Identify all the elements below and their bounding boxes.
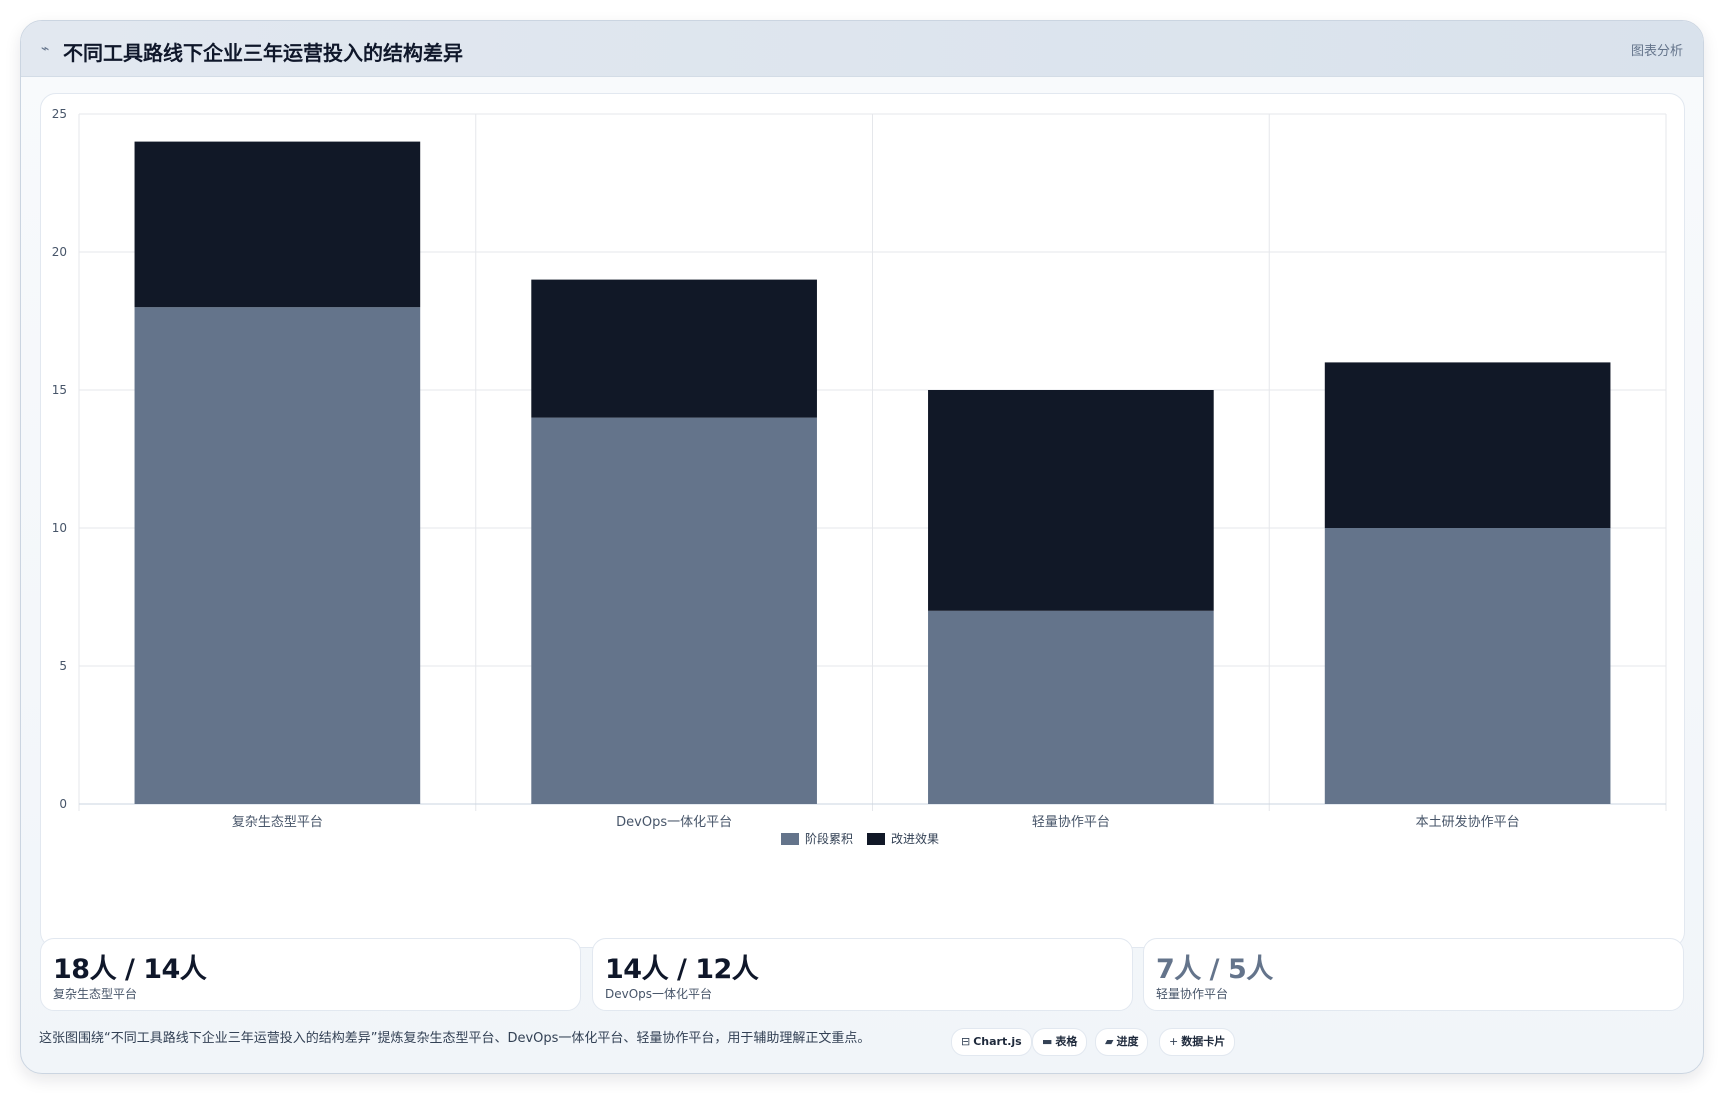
panel-title: 不同工具路线下企业三年运营投入的结构差异: [63, 41, 463, 65]
chartjs-pill[interactable]: ⊟ Chart.js: [951, 1028, 1032, 1056]
chart-caption: 这张图围绕“不同工具路线下企业三年运营投入的结构差异”提炼复杂生态型平台、Dev…: [39, 1031, 871, 1046]
progress-icon: ▰: [1105, 1035, 1114, 1048]
y-tick-label: 15: [52, 383, 67, 397]
pill-label: 进度: [1116, 1035, 1139, 1048]
chart-analysis-tag: 图表分析: [1630, 44, 1683, 59]
bar-segment: [134, 307, 421, 804]
legend-label: 改进效果: [891, 831, 939, 846]
chart-card: 0 5 10 15 20 25 复杂生态型平台 DevOps一体化平台 轻量协作平台 本土研发协作…: [40, 93, 1685, 948]
progress-pill[interactable]: ▰ 进度: [1095, 1028, 1149, 1056]
panel-header: ⌁ 不同工具路线下企业三年运营投入的结构差异 图表分析: [21, 21, 1703, 77]
stat-value: 7人 / 5人: [1156, 954, 1273, 985]
x-tick-label: 本土研发协作平台: [1416, 814, 1520, 830]
bar-segment: [1324, 528, 1611, 804]
bar-segment: [1324, 362, 1611, 528]
stacked-bar-chart: 0 5 10 15 20 25 复杂生态型平台 DevOps一体化平台 轻量协作平台 本土研发协作…: [52, 107, 1667, 846]
table-icon: ▬: [1042, 1035, 1053, 1048]
y-tick-label: 25: [52, 107, 67, 121]
bar-segment: [134, 141, 421, 308]
bar-segment: [928, 610, 1214, 804]
stat-card-2: 14人 / 12人 DevOps一体化平台: [592, 938, 1133, 1011]
x-tick-label: DevOps一体化平台: [616, 815, 732, 830]
legend-swatch: [781, 833, 799, 845]
y-tick-label: 20: [52, 245, 67, 259]
pill-label: 表格: [1055, 1035, 1078, 1048]
x-tick-label: 复杂生态型平台: [232, 815, 323, 830]
stat-value: 18人 / 14人: [53, 954, 207, 985]
data-card-pill[interactable]: + 数据卡片: [1159, 1028, 1236, 1056]
pill-label: Chart.js: [973, 1035, 1022, 1048]
bar-segment: [928, 390, 1214, 611]
stat-value: 14人 / 12人: [605, 954, 759, 985]
chart-icon: ⊟: [961, 1035, 971, 1048]
card-icon: +: [1169, 1035, 1179, 1048]
trend-icon: ⌁: [41, 41, 50, 57]
stat-label: 轻量协作平台: [1156, 987, 1229, 1001]
y-tick-label: 10: [52, 521, 67, 535]
bar-segment: [531, 279, 817, 418]
y-tick-label: 0: [59, 797, 67, 811]
stat-label: DevOps一体化平台: [605, 987, 713, 1001]
stat-label: 复杂生态型平台: [53, 987, 138, 1001]
legend-label: 阶段累积: [805, 831, 853, 846]
stat-card-3: 7人 / 5人 轻量协作平台: [1143, 938, 1684, 1011]
legend-swatch: [867, 833, 885, 845]
bar-segment: [531, 417, 817, 804]
table-pill[interactable]: ▬ 表格: [1032, 1028, 1088, 1056]
x-tick-label: 轻量协作平台: [1032, 815, 1110, 830]
chart-panel: ⌁ 不同工具路线下企业三年运营投入的结构差异 图表分析 0 5 10 15 20 25 复杂…: [20, 20, 1704, 1074]
pill-label: 数据卡片: [1181, 1035, 1226, 1048]
y-tick-label: 5: [59, 659, 67, 673]
stat-card-1: 18人 / 14人 复杂生态型平台: [40, 938, 581, 1011]
